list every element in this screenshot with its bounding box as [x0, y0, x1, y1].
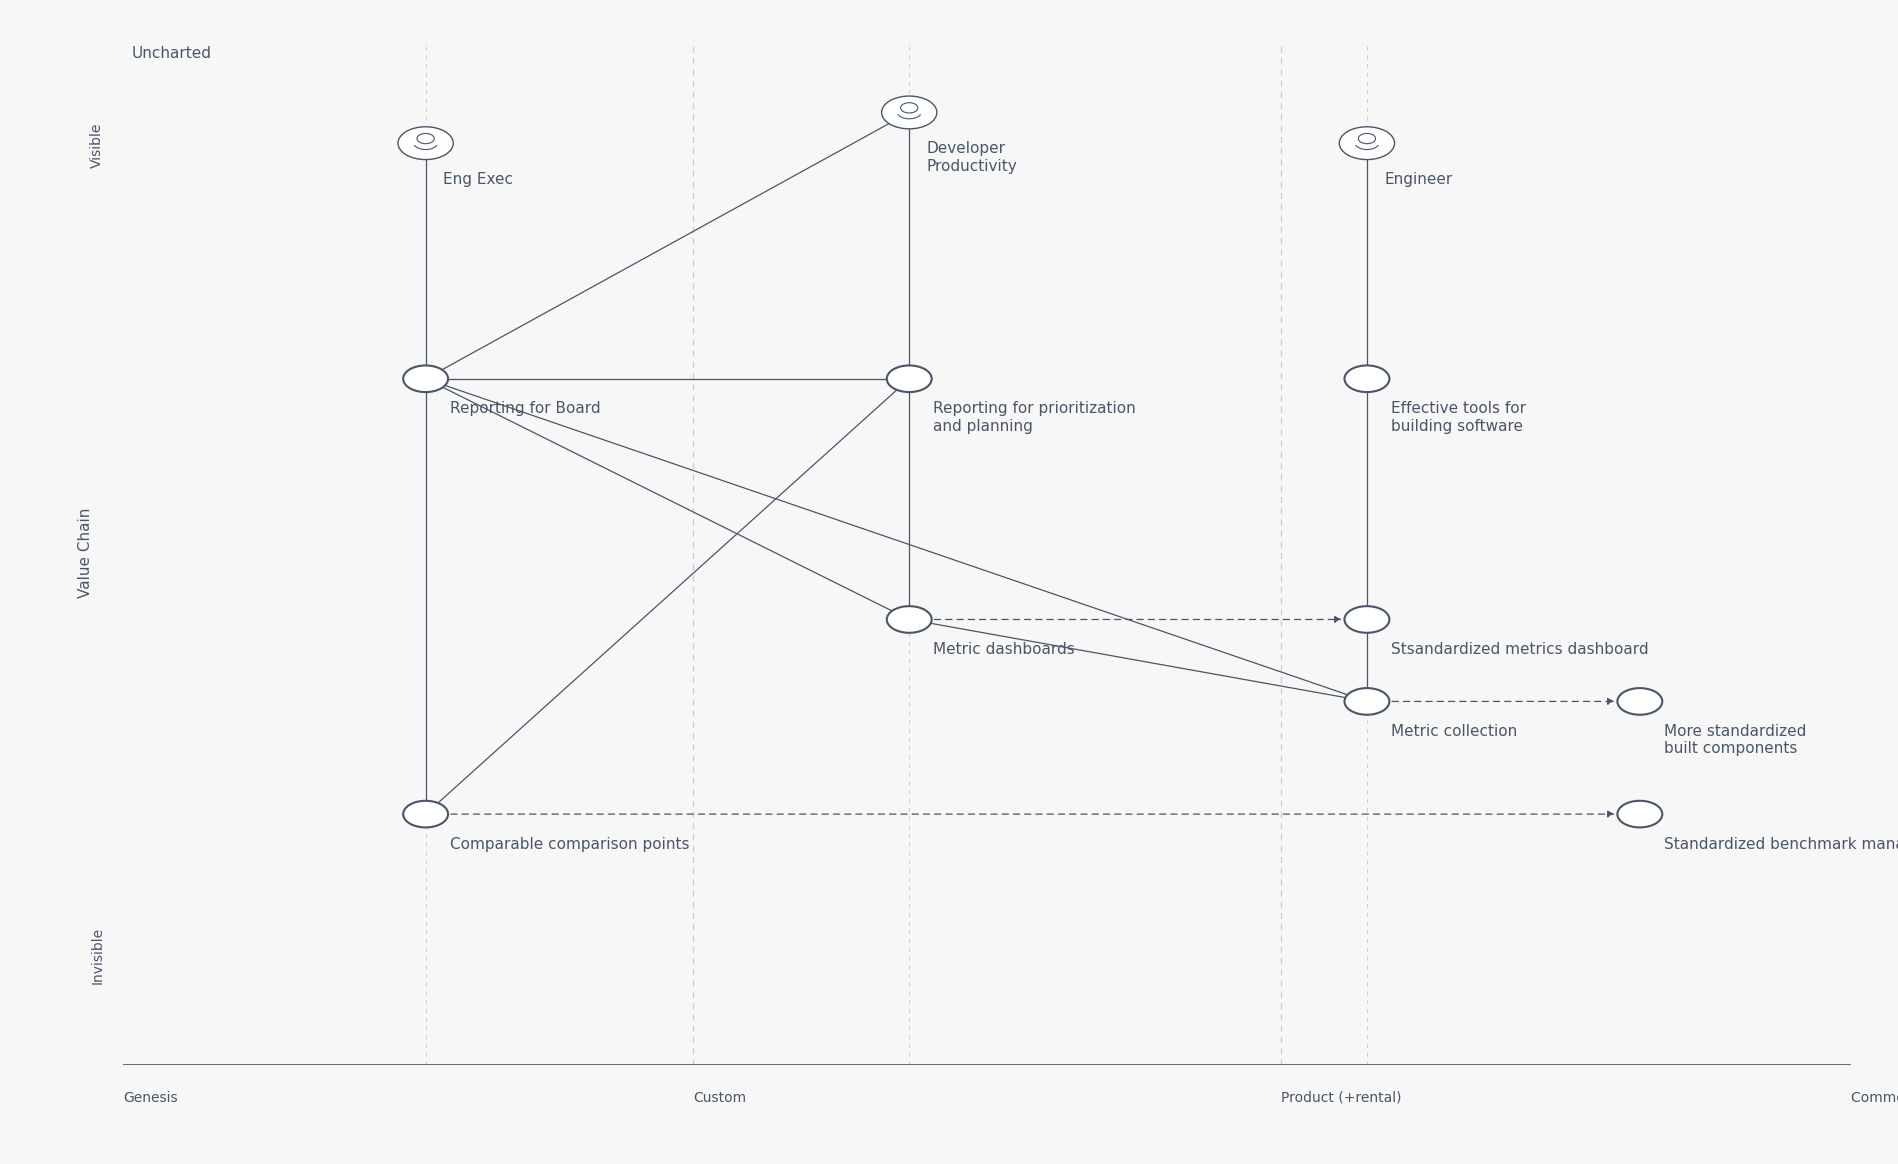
Circle shape	[1344, 688, 1389, 715]
Text: Eng Exec: Eng Exec	[442, 172, 512, 187]
Text: Reporting for prioritization
and planning: Reporting for prioritization and plannin…	[934, 402, 1137, 434]
Text: Developer
Productivity: Developer Productivity	[926, 141, 1017, 173]
Circle shape	[399, 127, 454, 159]
Text: Uncharted: Uncharted	[133, 45, 213, 61]
Circle shape	[886, 606, 932, 633]
Text: Commodity (+utility): Commodity (+utility)	[1851, 1091, 1898, 1105]
Text: Product (+rental): Product (+rental)	[1281, 1091, 1401, 1105]
Text: Visible: Visible	[91, 122, 104, 168]
Circle shape	[1617, 801, 1663, 828]
Circle shape	[881, 97, 938, 129]
Circle shape	[402, 801, 448, 828]
Circle shape	[1617, 688, 1663, 715]
Text: Stsandardized metrics dashboard: Stsandardized metrics dashboard	[1391, 643, 1649, 656]
Text: Metric dashboards: Metric dashboards	[934, 643, 1074, 656]
Circle shape	[886, 365, 932, 392]
Text: Standardized benchmark management: Standardized benchmark management	[1665, 837, 1898, 852]
Circle shape	[1344, 606, 1389, 633]
Text: Invisible: Invisible	[91, 927, 104, 984]
Text: Engineer: Engineer	[1384, 172, 1452, 187]
Text: Reporting for Board: Reporting for Board	[450, 402, 600, 417]
Text: Metric collection: Metric collection	[1391, 724, 1517, 739]
Text: Genesis: Genesis	[123, 1091, 178, 1105]
Circle shape	[402, 365, 448, 392]
Text: More standardized
built components: More standardized built components	[1665, 724, 1807, 757]
Circle shape	[418, 134, 435, 143]
Circle shape	[1359, 134, 1376, 143]
Circle shape	[1340, 127, 1395, 159]
Circle shape	[1344, 365, 1389, 392]
Text: Value Chain: Value Chain	[78, 508, 93, 598]
Text: Comparable comparison points: Comparable comparison points	[450, 837, 689, 852]
Text: Effective tools for
building software: Effective tools for building software	[1391, 402, 1526, 434]
Circle shape	[900, 102, 919, 113]
Text: Custom: Custom	[693, 1091, 746, 1105]
